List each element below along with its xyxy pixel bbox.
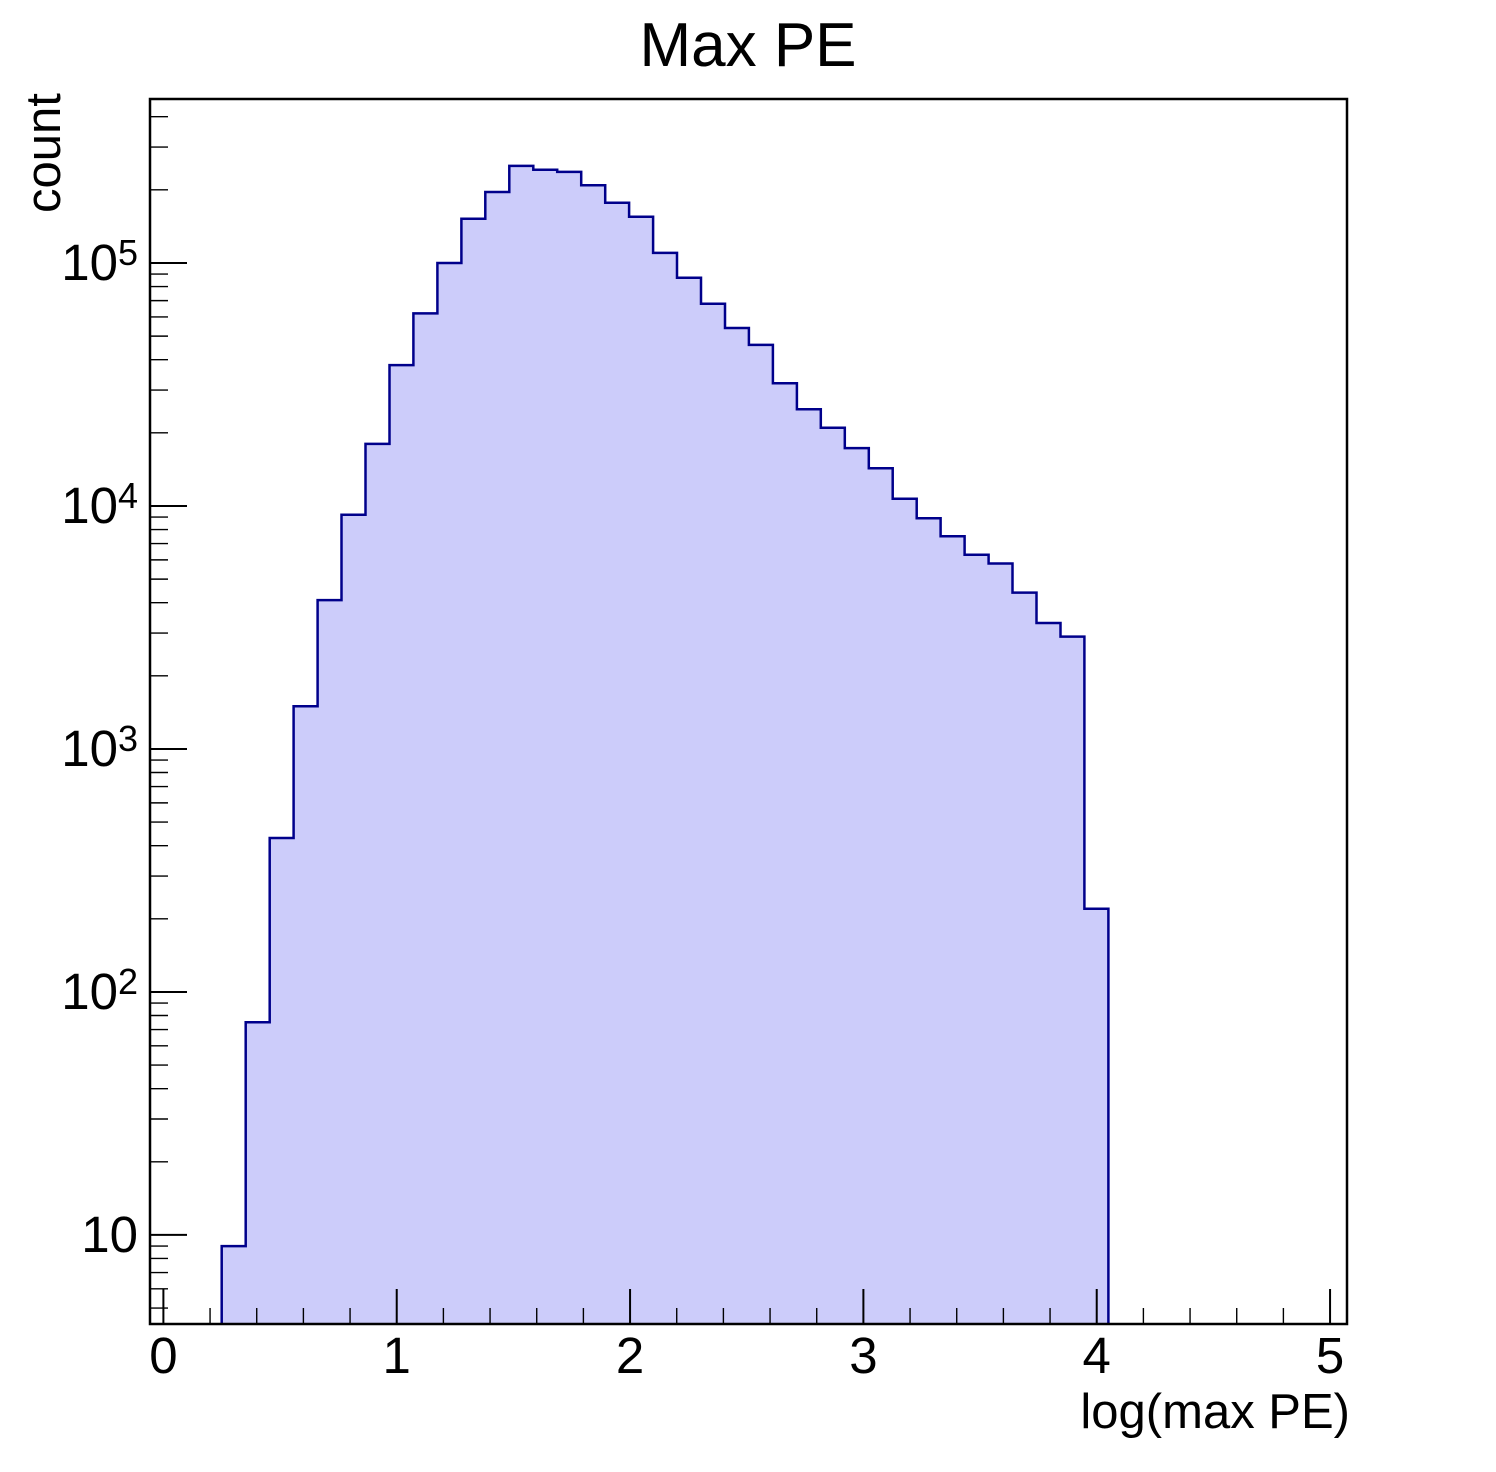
histogram-area: [220, 164, 1110, 1324]
x-tick-label-4: 4: [1082, 1327, 1111, 1384]
y-tick-label-1e2: 102: [61, 960, 138, 1020]
x-tick-label-0: 0: [149, 1327, 178, 1384]
y-tick-label-1e4: 104: [61, 475, 138, 534]
chart-title: Max PE: [639, 11, 857, 80]
plot-frame: [148, 97, 1349, 1326]
y-tick-label-1e3: 103: [61, 718, 138, 777]
x-tick-label-1: 1: [382, 1327, 411, 1384]
y-tick-exponent: 4: [117, 475, 138, 516]
y-axis-label: count: [17, 93, 71, 213]
y-tick-exponent: 5: [117, 232, 138, 273]
y-tick-exponent: 3: [117, 718, 138, 759]
x-tick-label-3: 3: [849, 1327, 878, 1384]
x-tick-label-5: 5: [1315, 1327, 1345, 1384]
y-tick-exponent: 2: [117, 960, 138, 1002]
x-tick-label-2: 2: [615, 1327, 645, 1384]
y-tick-label-1e1: 10: [81, 1205, 138, 1263]
x-axis-label: log(max PE): [1080, 1385, 1350, 1439]
y-tick-label-1e5: 105: [61, 232, 138, 291]
